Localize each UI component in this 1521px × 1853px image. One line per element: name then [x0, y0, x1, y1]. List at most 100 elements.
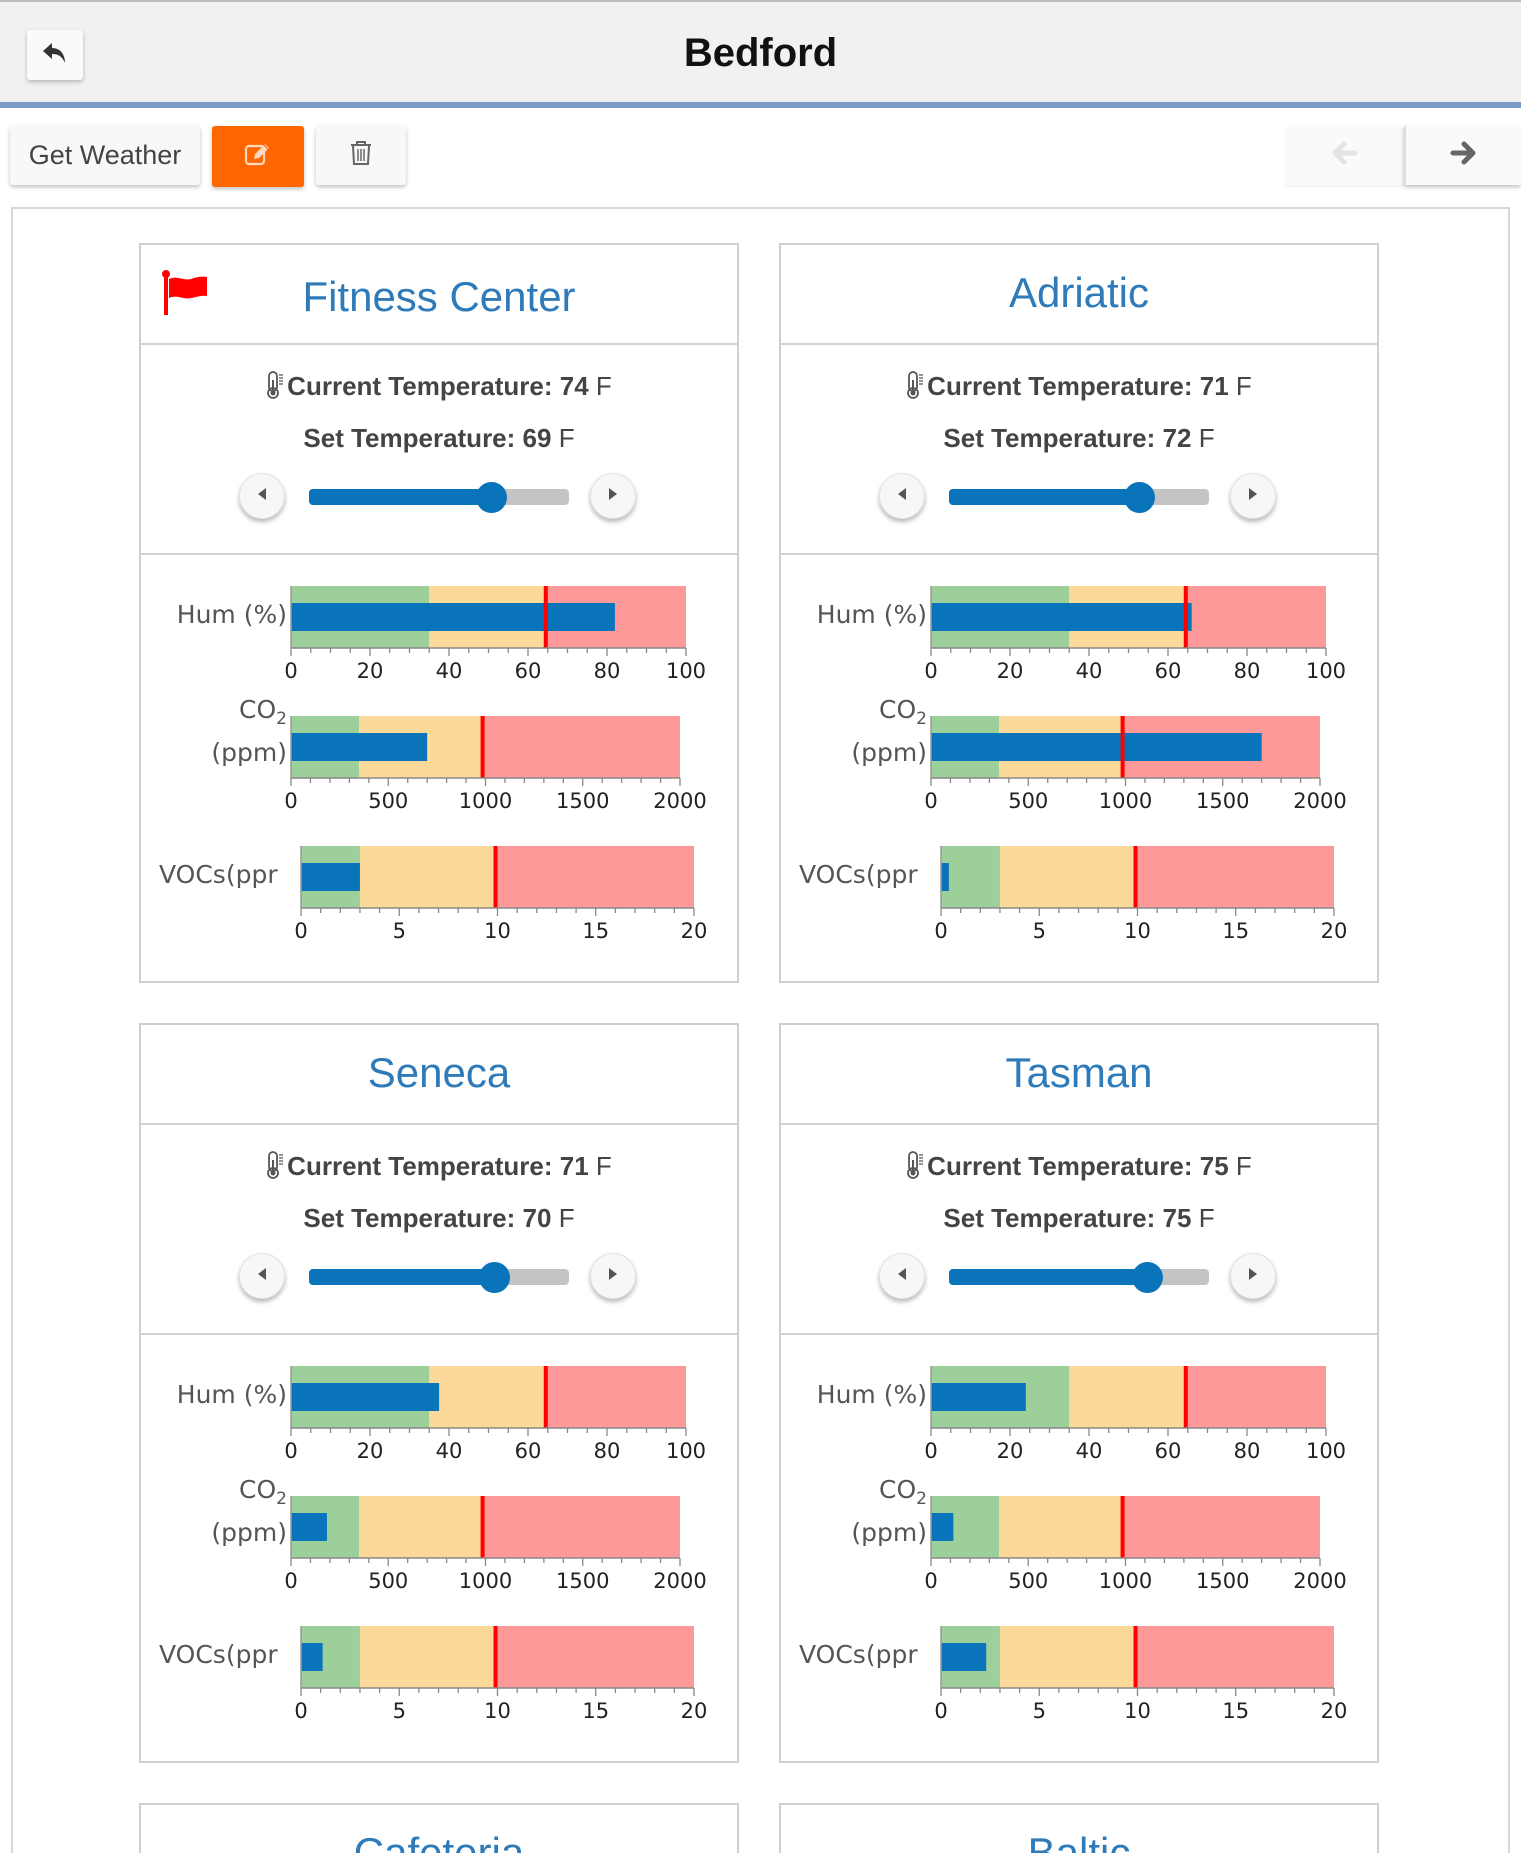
bullet-svg-voc: 0 5 10 15 20: [294, 846, 708, 943]
decrease-setpoint-button[interactable]: [239, 473, 285, 519]
tick-label: 60: [1155, 659, 1182, 683]
setpoint-slider[interactable]: [309, 1262, 569, 1293]
metric-label-voc: VOCs(ppr: [159, 1640, 278, 1669]
target-marker: [1183, 586, 1188, 648]
edit-button[interactable]: [212, 126, 304, 187]
room-card-tasman: Tasman Current Temperature: 75 F Set Tem…: [779, 1023, 1379, 1763]
current-temperature: Current Temperature: 74 F: [141, 371, 737, 406]
temperature-section: Current Temperature: 71 F Set Temperatur…: [141, 1125, 737, 1335]
room-name[interactable]: Seneca: [367, 1049, 511, 1096]
band-bad: [1121, 1496, 1320, 1558]
band-bad: [481, 1496, 680, 1558]
set-temperature-label: Set Temperature:: [303, 1203, 516, 1233]
set-temperature-label: Set Temperature:: [943, 1203, 1156, 1233]
decrease-setpoint-button[interactable]: [239, 1253, 285, 1299]
tick-label: 20: [681, 919, 708, 943]
band-warning: [429, 1366, 544, 1428]
tick-label: 5: [393, 919, 406, 943]
value-bar: [941, 863, 949, 891]
set-temperature-value: 75: [1162, 1203, 1192, 1233]
room-card-header: Cafeteria: [141, 1805, 737, 1853]
target-marker: [1120, 716, 1125, 778]
target-marker: [1133, 1626, 1138, 1688]
tick-label: 10: [484, 1699, 511, 1723]
setpoint-slider[interactable]: [949, 1262, 1209, 1293]
increase-setpoint-button[interactable]: [590, 473, 636, 519]
room-card-header: Seneca: [141, 1025, 737, 1125]
flag-icon[interactable]: [161, 269, 211, 320]
decrease-setpoint-button[interactable]: [879, 473, 925, 519]
setpoint-slider-fill: [309, 489, 491, 505]
bullet-svg-voc: 0 5 10 15 20: [294, 1626, 707, 1723]
current-temperature: Current Temperature: 71 F: [781, 371, 1377, 406]
setpoint-slider[interactable]: [309, 482, 569, 513]
tick-label: 0: [924, 659, 937, 683]
band-bad: [1133, 846, 1334, 908]
set-temperature-value: 69: [522, 423, 552, 453]
metric-label-main: CO: [239, 695, 277, 724]
tick-label: 20: [357, 1439, 384, 1463]
bullet-chart-hum: Hum (%) 0 20 40 60 80 100: [141, 1337, 737, 1463]
tick-label: 40: [436, 659, 463, 683]
room-name[interactable]: Baltic: [1027, 1829, 1131, 1853]
increase-setpoint-button[interactable]: [1230, 473, 1276, 519]
current-temperature-value: 74: [559, 371, 589, 401]
thermometer-icon: [266, 1151, 284, 1186]
metric-label-unit: (ppm): [211, 738, 287, 767]
metric-label-co2: CO2 (ppm): [851, 693, 927, 770]
bullet-chart-co2: CO2 (ppm) 0 500 1000 1500 2000: [781, 1467, 1377, 1593]
current-temperature-value: 71: [559, 1151, 589, 1181]
tick-label: 1500: [556, 789, 609, 813]
header-divider: [0, 102, 1521, 108]
metric-label-co2: CO2 (ppm): [851, 1473, 927, 1550]
tick-label: 0: [924, 1569, 937, 1593]
setpoint-slider-thumb[interactable]: [1131, 1262, 1163, 1293]
metric-label-main: CO: [879, 1475, 917, 1504]
room-name[interactable]: Fitness Center: [302, 273, 576, 320]
next-button[interactable]: [1403, 126, 1521, 185]
increase-setpoint-button[interactable]: [590, 1253, 636, 1299]
tick-label: 100: [1306, 1439, 1346, 1463]
decrease-setpoint-button[interactable]: [879, 1253, 925, 1299]
tick-label: 500: [1008, 789, 1048, 813]
temperature-unit: F: [1235, 371, 1252, 401]
setpoint-slider-thumb[interactable]: [1123, 482, 1155, 513]
get-weather-button[interactable]: Get Weather: [10, 126, 200, 185]
arrow-left-icon: [1332, 141, 1358, 170]
previous-button[interactable]: [1286, 126, 1404, 185]
target-marker: [480, 716, 485, 778]
caret-left-icon: [896, 487, 908, 506]
back-button[interactable]: [27, 30, 83, 80]
increase-setpoint-button[interactable]: [1230, 1253, 1276, 1299]
value-bar: [941, 1643, 987, 1671]
bullet-svg-hum: 0 20 40 60 80 100: [284, 1366, 706, 1463]
setpoint-slider-thumb[interactable]: [476, 482, 507, 513]
metric-label-subscript: 2: [916, 1489, 927, 1509]
bullet-chart-co2: CO2 (ppm) 0 500 1000 1500 2000: [141, 687, 737, 813]
set-temperature: Set Temperature: 69 F: [141, 423, 737, 454]
bullet-chart-hum: Hum (%) 0 20 40 60 80 100: [781, 1337, 1377, 1463]
room-card-cafeteria: Cafeteria Current Temperature: F Set Tem…: [139, 1803, 739, 1853]
bullet-svg-co2: 0 500 1000 1500 2000: [284, 1496, 707, 1593]
air-quality-charts: Hum (%) 0 20 40 60 80 100 CO2 (ppm) 0 500 1000 1500 2…: [781, 557, 1377, 983]
setpoint-slider[interactable]: [949, 482, 1209, 513]
metric-label-voc: VOCs(ppr: [799, 1640, 918, 1669]
tick-label: 0: [294, 919, 307, 943]
caret-right-icon: [607, 1267, 619, 1286]
tick-label: 0: [284, 1439, 297, 1463]
tick-label: 1500: [1196, 789, 1249, 813]
set-temperature-label: Set Temperature:: [943, 423, 1156, 453]
set-temperature: Set Temperature: 75 F: [781, 1203, 1377, 1234]
temperature-unit: F: [558, 423, 575, 453]
edit-icon: [244, 141, 272, 172]
bullet-chart-voc: VOCs(ppr 0 5 10 15 20: [141, 1597, 737, 1723]
room-card-header: Adriatic: [781, 245, 1377, 345]
air-quality-charts: Hum (%) 0 20 40 60 80 100 CO2 (ppm) 0 500 1000 1500 2…: [781, 1337, 1377, 1763]
arrow-right-icon: [1450, 141, 1476, 170]
room-name[interactable]: Adriatic: [1008, 269, 1150, 316]
room-name[interactable]: Cafeteria: [353, 1829, 525, 1853]
delete-button[interactable]: [316, 126, 406, 185]
setpoint-slider-thumb[interactable]: [478, 1262, 510, 1293]
room-name[interactable]: Tasman: [1005, 1049, 1153, 1096]
tick-label: 20: [357, 659, 384, 683]
